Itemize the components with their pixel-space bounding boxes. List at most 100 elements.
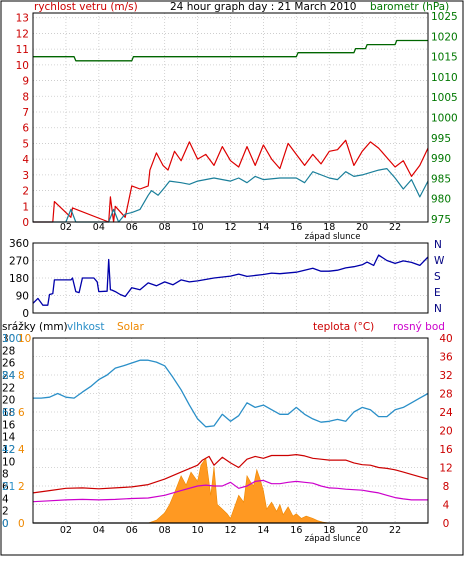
solar-area: [33, 457, 428, 524]
panel1-left-tick-0: 0: [22, 217, 29, 229]
panel1-right-tick-1010: 1010: [431, 72, 458, 84]
panel3-grid: [33, 337, 428, 524]
panel1-left-tick-8: 8: [22, 91, 29, 103]
panel2-direction-4: N: [434, 303, 442, 315]
panel1-right-tick-1005: 1005: [431, 92, 458, 104]
panel2-direction-3: E: [434, 287, 441, 299]
solar-tick-4: 4: [18, 444, 25, 456]
barometer-line: [33, 39, 428, 62]
temperature-legend-label: teplota (°C): [313, 321, 374, 333]
humidity-tick-21: 21: [2, 481, 15, 493]
panel1-x-tick-22: 22: [389, 222, 401, 233]
humidity-line: [33, 359, 429, 428]
panel1-right-tick-995: 995: [431, 133, 451, 145]
rain-tick-20: 20: [2, 395, 15, 407]
panel1-x-tick-18: 18: [323, 222, 335, 233]
panel1-series: [33, 39, 429, 223]
temperature-tick-36: 36: [439, 352, 453, 364]
panel3-x-tick-06: 06: [126, 525, 138, 536]
rain-tick-24: 24: [2, 370, 16, 382]
barometer-axis-label: barometr (hPa): [370, 1, 449, 13]
rain-tick-8: 8: [2, 469, 9, 481]
panel1-left-tick-3: 3: [22, 170, 29, 182]
panel1-left-tick-10: 10: [16, 60, 29, 72]
panel1-x-tick-12: 12: [224, 222, 236, 233]
panel1-left-tick-2: 2: [22, 186, 29, 198]
temperature-tick-20: 20: [439, 426, 452, 438]
panel3-x-tick-20: 20: [356, 525, 368, 536]
rain-tick-0: 0: [2, 518, 9, 530]
panel3-x-tick-22: 22: [389, 525, 401, 536]
panel3-x-tick-18: 18: [323, 525, 335, 536]
solar-tick-0: 0: [18, 518, 25, 530]
panel1-left-tick-12: 12: [16, 28, 29, 40]
panel3-x-tick-04: 04: [93, 525, 105, 536]
panel1-x-tick-14: 14: [257, 222, 269, 233]
panel1-right-tick-990: 990: [431, 153, 451, 165]
temperature-tick-12: 12: [439, 463, 452, 475]
panel3-x-tick-16: 16: [290, 525, 302, 536]
panel1-x-tick-16: 16: [290, 222, 302, 233]
humidity-tick-84: 84: [2, 370, 16, 382]
panel1-left-tick-13: 13: [16, 13, 29, 25]
temperature-tick-4: 4: [443, 500, 450, 512]
rain-tick-2: 2: [2, 506, 9, 518]
rain-tick-18: 18: [2, 407, 15, 419]
temperature-tick-32: 32: [439, 370, 452, 382]
temperature-tick-24: 24: [439, 407, 453, 419]
panel2-series: [32, 254, 429, 306]
panel3-x-ticks: 02 04 06 08 10 12 14 16 18 20 22: [60, 525, 401, 536]
rain-tick-22: 22: [2, 382, 15, 394]
chart-title: 24 hour graph day : 21 March 2010: [170, 1, 356, 13]
panel2-direction-2: S: [434, 271, 441, 283]
dew-point-legend-label: rosný bod: [393, 321, 445, 333]
panel3-x-tick-12: 12: [224, 525, 236, 536]
panel2-tick-180: 180: [9, 273, 29, 285]
panel1-frame: [32, 12, 429, 223]
panel1-x-tick-06: 06: [126, 222, 138, 233]
wind-speed-axis-label: rychlost vetru (m/s): [34, 1, 138, 13]
rain-tick-6: 6: [2, 481, 9, 493]
panel2-direction-0: N: [434, 239, 442, 251]
panel1-x-ticks: 02 04 06 08 10 12 14 16 18 20 22: [60, 222, 401, 233]
temperature-tick-28: 28: [439, 389, 452, 401]
rain-axis-label: srážky (mm): [2, 321, 68, 333]
humidity-tick-42: 42: [2, 444, 15, 456]
panel1-x-tick-04: 04: [93, 222, 105, 233]
panel1-right-tick-1025: 1025: [431, 11, 458, 23]
wind-direction-line: [32, 254, 429, 306]
temperature-tick-40: 40: [439, 333, 452, 345]
panel1-left-tick-4: 4: [22, 154, 29, 166]
temperature-tick-16: 16: [439, 444, 453, 456]
rain-tick-12: 12: [2, 444, 15, 456]
panel1-right-tick-975: 975: [431, 214, 451, 226]
rain-tick-26: 26: [2, 358, 16, 370]
panel1-left-tick-6: 6: [22, 123, 29, 135]
temperature-line: [32, 454, 429, 494]
panel2-degree-ticks: 360 270 180 90 0: [9, 238, 29, 320]
panel1-right-tick-1015: 1015: [431, 52, 458, 64]
panel3-frame: [32, 337, 429, 524]
solar-tick-6: 6: [18, 407, 25, 419]
solar-tick-2: 2: [18, 481, 25, 493]
humidity-tick-100: 100: [2, 333, 22, 345]
panel1-x-tick-20: 20: [356, 222, 368, 233]
rain-tick-28: 28: [2, 345, 15, 357]
panel1-right-ticks: 975 980 985 990 995 1000 1005 1010 1015 1020 1025: [431, 11, 458, 226]
temperature-tick-8: 8: [443, 481, 450, 493]
panel3-x-tick-08: 08: [159, 525, 171, 536]
panel1-right-tick-985: 985: [431, 173, 451, 185]
wind-gust-line: [33, 139, 429, 223]
humidity-tick-63: 63: [2, 407, 15, 419]
panel1-left-tick-1: 1: [22, 201, 29, 213]
panel1-sunset-label: západ slunce: [305, 232, 361, 242]
panel3-sunset-label: západ slunce: [305, 534, 361, 544]
panel3-x-tick-14: 14: [257, 525, 269, 536]
panel1-x-tick-02: 02: [60, 222, 72, 233]
dew-point-line: [32, 479, 428, 503]
rain-tick-16: 16: [2, 419, 16, 431]
panel2-tick-0: 0: [22, 308, 29, 320]
